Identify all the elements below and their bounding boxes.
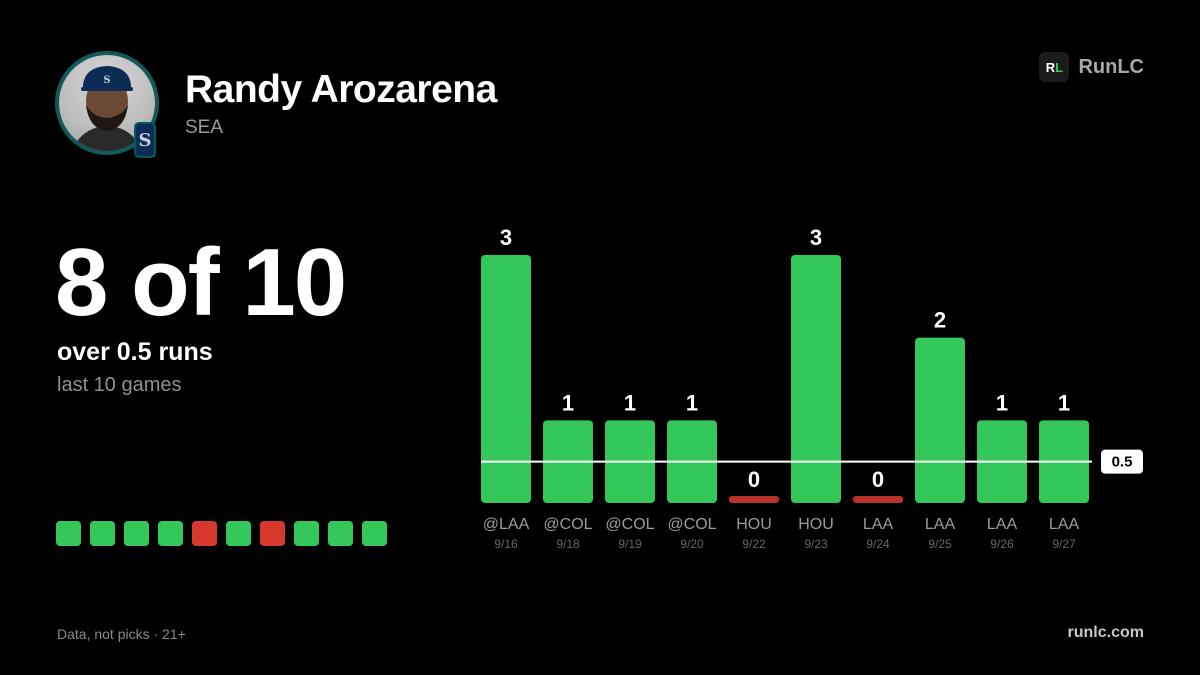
opponent-label-10: LAA: [1049, 516, 1080, 533]
value-label-1: 3: [500, 225, 512, 250]
result-square-7: [260, 521, 285, 546]
value-label-3: 1: [624, 390, 636, 415]
result-square-8: [294, 521, 319, 546]
value-label-9: 1: [996, 390, 1008, 415]
brand-name: RunLC: [1078, 55, 1144, 78]
result-square-2: [90, 521, 115, 546]
bar-1: [481, 255, 531, 503]
bar-6: [791, 255, 841, 503]
date-label-2: 9/18: [556, 537, 580, 551]
date-label-4: 9/20: [680, 537, 704, 551]
result-square-10: [362, 521, 387, 546]
runs-bar-chart: 0.5 3 @LAA 9/16 1 @COL 9/18 1 @COL 9/19 1 @COL 9/20 0…: [481, 225, 1143, 551]
opponent-label-7: LAA: [863, 516, 894, 533]
opponent-label-1: @LAA: [483, 516, 530, 533]
date-label-5: 9/22: [742, 537, 766, 551]
team-logo: S: [134, 122, 156, 158]
hit-rate-headline: 8 of 10: [55, 229, 347, 336]
disclaimer: Data, not picks · 21+: [57, 626, 186, 642]
result-square-5: [192, 521, 217, 546]
date-label-1: 9/16: [494, 537, 518, 551]
site-url: runlc.com: [1067, 624, 1144, 641]
date-label-7: 9/24: [866, 537, 890, 551]
period-text: last 10 games: [57, 374, 182, 396]
opponent-label-4: @COL: [667, 516, 716, 533]
opponent-label-3: @COL: [605, 516, 654, 533]
value-label-6: 3: [810, 225, 822, 250]
opponent-label-9: LAA: [987, 516, 1018, 533]
opponent-label-6: HOU: [798, 516, 834, 533]
bar-8: [915, 337, 965, 503]
brand-logo-l: L: [1055, 59, 1064, 75]
result-square-9: [328, 521, 353, 546]
brand-logo-r: R: [1045, 59, 1056, 75]
result-square-4: [158, 521, 183, 546]
results-strip: [56, 521, 396, 546]
date-label-8: 9/25: [928, 537, 952, 551]
result-square-1: [56, 521, 81, 546]
date-label-6: 9/23: [804, 537, 828, 551]
player-photo-icon: S: [73, 66, 141, 151]
value-label-5: 0: [748, 467, 760, 492]
value-label-2: 1: [562, 390, 574, 415]
player-avatar: S: [55, 51, 159, 155]
result-square-6: [226, 521, 251, 546]
svg-text:S: S: [103, 75, 110, 86]
value-label-8: 2: [934, 308, 946, 333]
value-label-7: 0: [872, 467, 884, 492]
team-logo-letter: S: [138, 129, 152, 151]
date-label-10: 9/27: [1052, 537, 1076, 551]
result-square-3: [124, 521, 149, 546]
opponent-label-8: LAA: [925, 516, 956, 533]
date-label-9: 9/26: [990, 537, 1014, 551]
bar-5: [729, 496, 779, 503]
team-abbreviation: SEA: [185, 117, 224, 138]
threshold-tag: [1101, 449, 1143, 474]
prop-line-text: over 0.5 runs: [57, 338, 213, 366]
value-label-4: 1: [686, 390, 698, 415]
opponent-label-2: @COL: [543, 516, 592, 533]
value-label-10: 1: [1058, 390, 1070, 415]
opponent-label-5: HOU: [736, 516, 772, 533]
threshold-label: 0.5: [1112, 454, 1133, 471]
bar-7: [853, 496, 903, 503]
date-label-3: 9/19: [618, 537, 642, 551]
player-name: Randy Arozarena: [185, 68, 497, 111]
